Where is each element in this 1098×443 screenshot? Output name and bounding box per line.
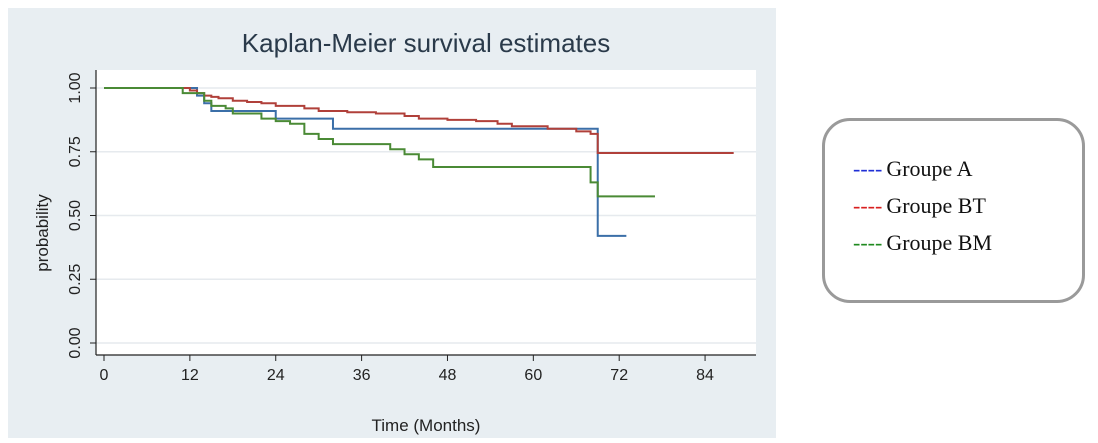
legend-label: Groupe BT bbox=[886, 193, 986, 218]
km-chart: 0.00 0.25 0.50 0.75 1.00 0 12 24 36 48 60 72 84 Kapl… bbox=[33, 28, 756, 435]
x-tick-label: 48 bbox=[439, 367, 457, 384]
y-tick-label: 1.00 bbox=[67, 72, 84, 103]
x-tick-label: 0 bbox=[100, 367, 109, 384]
y-tick-label: 0.00 bbox=[67, 327, 84, 358]
x-tick-label: 84 bbox=[696, 367, 714, 384]
x-tick-label: 60 bbox=[524, 367, 542, 384]
y-tick-label: 0.75 bbox=[67, 136, 84, 167]
legend-box: ---- Groupe A ---- Groupe BT ---- Groupe BM bbox=[822, 118, 1085, 303]
x-tick-label: 36 bbox=[353, 367, 371, 384]
y-tick-label: 0.25 bbox=[67, 264, 84, 295]
y-tick-label: 0.50 bbox=[67, 200, 84, 231]
x-axis-label: Time (Months) bbox=[372, 416, 481, 435]
legend-swatch: ---- bbox=[853, 156, 883, 181]
series-line-groupe-bt bbox=[104, 87, 734, 155]
axes bbox=[95, 70, 756, 356]
legend-swatch: ---- bbox=[853, 230, 883, 255]
y-axis-label: probability bbox=[33, 194, 52, 272]
plot-area bbox=[96, 70, 756, 355]
chart-panel: 0.00 0.25 0.50 0.75 1.00 0 12 24 36 48 60 72 84 Kapl… bbox=[8, 8, 776, 438]
x-tick-label: 72 bbox=[610, 367, 628, 384]
legend-item-groupe-a: ---- Groupe A bbox=[853, 156, 972, 182]
legend-swatch: ---- bbox=[853, 193, 883, 218]
x-tick-label: 24 bbox=[267, 367, 285, 384]
legend-item-groupe-bt: ---- Groupe BT bbox=[853, 193, 986, 219]
legend-label: Groupe BM bbox=[886, 230, 993, 255]
legend-label: Groupe A bbox=[886, 156, 973, 181]
grid-lines bbox=[96, 87, 756, 344]
series-line-groupe-bm bbox=[104, 87, 655, 198]
x-tick-label: 12 bbox=[181, 367, 199, 384]
series-lines bbox=[104, 87, 734, 237]
tick-labels: 0.00 0.25 0.50 0.75 1.00 0 12 24 36 48 60 72 84 bbox=[67, 72, 714, 384]
legend-item-groupe-bm: ---- Groupe BM bbox=[853, 230, 992, 256]
chart-title: Kaplan-Meier survival estimates bbox=[242, 28, 610, 58]
